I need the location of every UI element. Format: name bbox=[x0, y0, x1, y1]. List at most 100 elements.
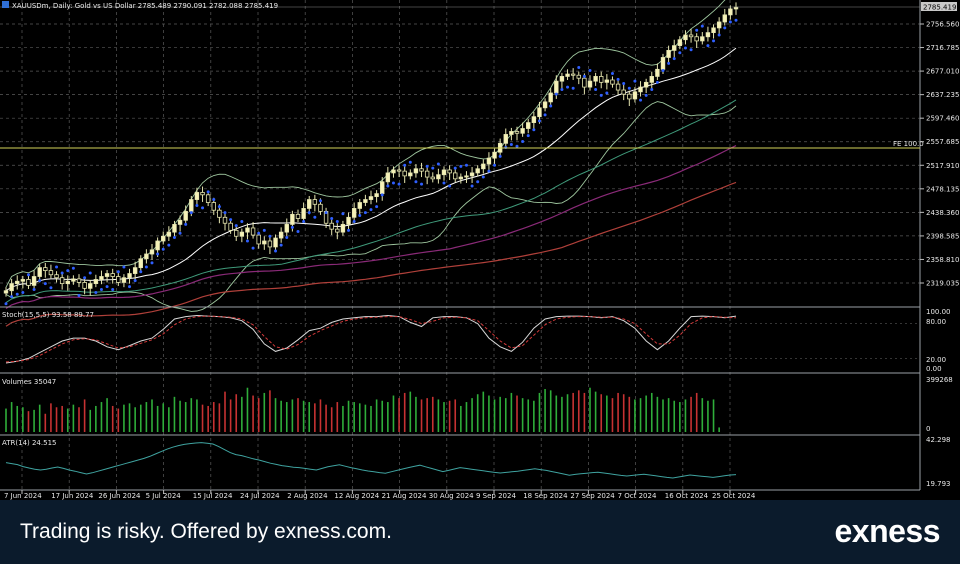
parabolic-sar-dots bbox=[4, 18, 738, 306]
candle-body bbox=[548, 92, 553, 103]
candle-body bbox=[110, 273, 115, 277]
candle-body bbox=[48, 270, 54, 276]
stoch-axis-0: 0.00 bbox=[926, 365, 942, 373]
price-axis: 2756.560 2716.785 2677.010 2637.235 2597.460… bbox=[920, 21, 959, 288]
candle-body bbox=[262, 240, 267, 245]
candle-body bbox=[688, 34, 694, 38]
sar-dot bbox=[414, 180, 418, 184]
candle-body bbox=[340, 224, 346, 233]
sar-dot bbox=[375, 205, 379, 209]
sar-dot bbox=[420, 182, 424, 186]
candle-body bbox=[391, 169, 396, 174]
candlesticks bbox=[3, 2, 739, 297]
candle-body bbox=[228, 222, 233, 231]
candle-body bbox=[121, 277, 127, 283]
candle-body bbox=[447, 169, 452, 174]
price-tick-label: 2319.035 bbox=[926, 280, 959, 288]
sar-dot bbox=[178, 231, 182, 235]
time-tick-label: 2 Aug 2024 bbox=[287, 492, 328, 500]
sar-dot bbox=[543, 113, 547, 117]
candle-body bbox=[239, 231, 245, 237]
candle-body bbox=[267, 240, 273, 248]
sar-dot bbox=[526, 134, 530, 138]
candle-body bbox=[222, 216, 228, 224]
chart-area[interactable]: FE 100.0 2756.560 2716.785 2677.010 2637.23… bbox=[0, 0, 960, 500]
candle-body bbox=[82, 282, 87, 289]
candle-body bbox=[54, 274, 59, 279]
sar-dot bbox=[195, 203, 199, 207]
sar-dot bbox=[425, 164, 429, 168]
sar-dot bbox=[189, 211, 193, 215]
time-tick-label: 30 Aug 2024 bbox=[429, 492, 474, 500]
sar-dot bbox=[99, 288, 103, 292]
candle-body bbox=[335, 228, 340, 233]
sar-dot bbox=[391, 181, 395, 185]
sar-dot bbox=[661, 69, 665, 73]
candle-body bbox=[582, 77, 587, 88]
price-tick-label: 2398.585 bbox=[926, 232, 959, 240]
ma-red bbox=[5, 181, 737, 327]
sar-dot bbox=[369, 208, 373, 212]
candle-body bbox=[245, 227, 250, 233]
sar-dot bbox=[88, 271, 92, 275]
candle-body bbox=[71, 278, 76, 282]
candle-body bbox=[424, 170, 430, 178]
stoch-axis-20: 20.00 bbox=[926, 356, 946, 364]
candle-body bbox=[363, 199, 368, 203]
stoch-axis-100: 100.00 bbox=[926, 308, 951, 316]
sar-dot bbox=[706, 44, 710, 48]
candle-body bbox=[655, 68, 660, 77]
candle-body bbox=[256, 234, 261, 245]
candle-body bbox=[65, 280, 70, 285]
sar-dot bbox=[650, 87, 654, 91]
stochastic-lines bbox=[0, 314, 920, 364]
sar-dot bbox=[627, 86, 631, 90]
stoch-axis-80: 80.00 bbox=[926, 318, 946, 326]
sar-dot bbox=[571, 86, 575, 90]
sar-dot bbox=[274, 249, 278, 253]
candle-body bbox=[621, 89, 626, 95]
sar-dot bbox=[493, 163, 497, 167]
time-tick-label: 12 Aug 2024 bbox=[334, 492, 379, 500]
sar-dot bbox=[245, 239, 249, 243]
time-tick-label: 26 Jun 2024 bbox=[98, 492, 141, 500]
candle-body bbox=[627, 93, 632, 100]
sar-dot bbox=[403, 163, 407, 167]
candle-body bbox=[144, 253, 149, 260]
stoch-label: Stoch(15,5,5) 93.58 89.77 bbox=[2, 311, 94, 319]
sar-dot bbox=[26, 273, 30, 277]
sar-dot bbox=[532, 128, 536, 132]
candle-body bbox=[200, 192, 205, 196]
sar-dot bbox=[290, 225, 294, 229]
candle-body bbox=[37, 267, 42, 277]
sar-dot bbox=[268, 234, 272, 238]
sar-dot bbox=[695, 28, 699, 32]
stoch-signal-line bbox=[5, 315, 737, 363]
candle-body bbox=[250, 227, 256, 236]
header: XAUUSDm, Daily: Gold vs US Dollar 2785.4… bbox=[2, 1, 278, 10]
sar-dot bbox=[352, 219, 356, 223]
candle-body bbox=[402, 170, 407, 177]
sar-dot bbox=[464, 163, 468, 167]
candle-body bbox=[396, 169, 402, 172]
time-axis: 7 Jun 2024 17 Jun 2024 26 Jun 2024 5 Jul 20… bbox=[4, 490, 756, 500]
time-tick-label: 21 Aug 2024 bbox=[382, 492, 427, 500]
price-tick-label: 2557.685 bbox=[926, 138, 959, 146]
candle-body bbox=[234, 229, 239, 237]
volumes-label: Volumes 35047 bbox=[2, 378, 56, 386]
sar-dot bbox=[307, 211, 311, 215]
candle-body bbox=[166, 231, 172, 237]
sar-dot bbox=[167, 243, 171, 247]
candle-body bbox=[99, 276, 104, 280]
candle-body bbox=[419, 168, 424, 172]
last-price-label: 2785.419 bbox=[923, 4, 956, 12]
candle-body bbox=[93, 279, 99, 285]
candle-body bbox=[104, 273, 110, 277]
risk-disclaimer: Trading is risky. Offered by exness.com. bbox=[20, 520, 392, 543]
sar-dot bbox=[15, 292, 19, 296]
sar-dot bbox=[700, 24, 704, 28]
ma-purple bbox=[5, 145, 737, 310]
candle-body bbox=[138, 258, 143, 269]
last-price-box bbox=[921, 2, 957, 11]
candle-body bbox=[576, 74, 581, 79]
